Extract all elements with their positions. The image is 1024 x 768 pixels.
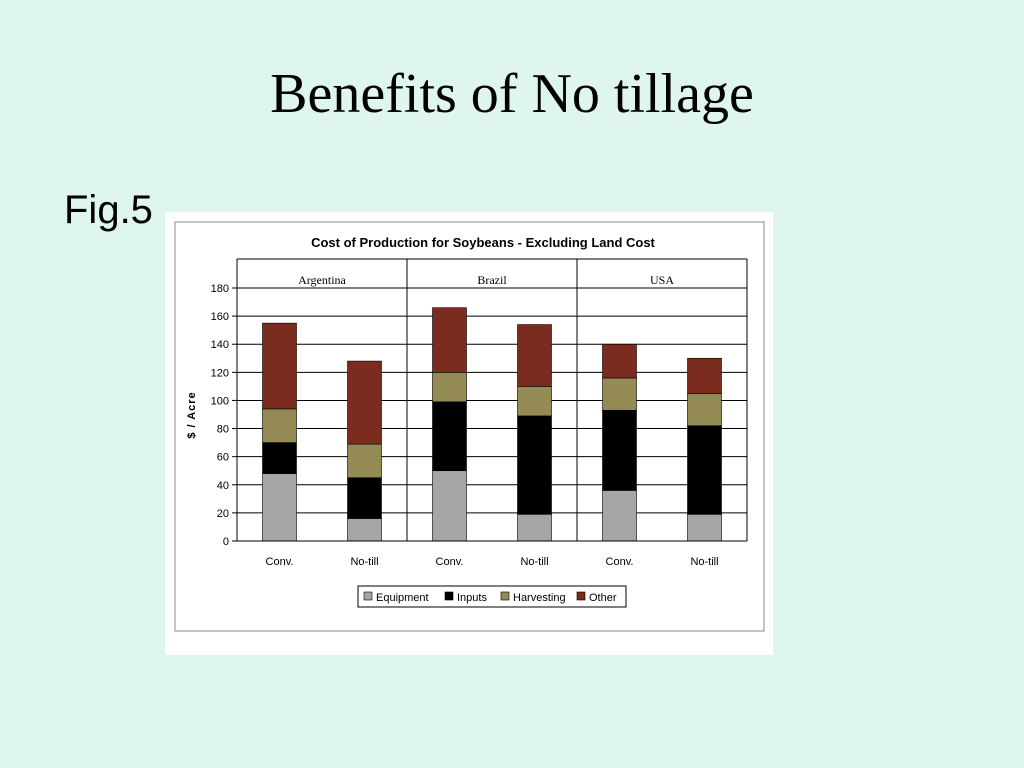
legend-swatch (500, 591, 510, 601)
legend-label: Harvesting (513, 592, 566, 604)
y-tick-label: 140 (211, 339, 229, 351)
group-label: Brazil (477, 273, 507, 287)
chart-svg: Cost of Production for Soybeans - Exclud… (174, 221, 765, 632)
bar-segment-other (602, 343, 637, 379)
bar-segment-other (262, 322, 297, 410)
y-tick-label: 160 (211, 311, 229, 323)
bar-segment-equipment (347, 518, 382, 542)
bar-segment-equipment (432, 470, 467, 542)
bar-segment-other (687, 357, 722, 394)
bar-segment-equipment (262, 473, 297, 542)
x-tick-label: Conv. (436, 556, 464, 568)
x-tick-label: No-till (350, 556, 378, 568)
bar-segment-harvesting (687, 393, 722, 427)
group-label: Argentina (298, 273, 346, 287)
bar-segment-inputs (687, 425, 722, 515)
chart-title: Cost of Production for Soybeans - Exclud… (311, 235, 655, 250)
y-tick-label: 120 (211, 367, 229, 379)
legend-box (357, 585, 627, 608)
chart-figure: Cost of Production for Soybeans - Exclud… (165, 212, 773, 655)
bar-segment-harvesting (432, 372, 467, 403)
legend-label: Inputs (457, 592, 487, 604)
bar-segment-other (432, 307, 467, 373)
legend-label: Other (589, 592, 617, 604)
x-tick-label: No-till (520, 556, 548, 568)
figure-label: Fig.5 (64, 188, 153, 232)
y-tick-label: 80 (217, 424, 229, 436)
legend-swatch (576, 591, 586, 601)
y-tick-label: 60 (217, 452, 229, 464)
y-tick-label: 0 (223, 536, 229, 548)
bar-segment-inputs (602, 409, 637, 491)
bar-segment-other (347, 360, 382, 445)
y-tick-label: 40 (217, 480, 229, 492)
x-tick-label: No-till (690, 556, 718, 568)
legend-label: Equipment (376, 592, 429, 604)
bar-segment-inputs (517, 415, 552, 515)
y-tick-label: 20 (217, 508, 229, 520)
bar-segment-other (517, 324, 552, 387)
bar-segment-equipment (517, 513, 552, 542)
y-tick-label: 100 (211, 395, 229, 407)
bar-segment-inputs (432, 401, 467, 472)
bar-segment-equipment (602, 490, 637, 542)
legend-swatch (444, 591, 454, 601)
bar-segment-harvesting (602, 377, 637, 411)
slide-title: Benefits of No tillage (270, 63, 754, 125)
bar-segment-harvesting (262, 408, 297, 443)
bar-segment-inputs (262, 442, 297, 474)
y-tick-label: 180 (211, 283, 229, 295)
group-label: USA (650, 273, 674, 287)
x-tick-label: Conv. (266, 556, 294, 568)
legend-swatch (363, 591, 373, 601)
bar-segment-harvesting (517, 386, 552, 417)
y-axis-label: $ / Acre (186, 391, 198, 438)
bar-segment-equipment (687, 513, 722, 542)
bar-segment-harvesting (347, 443, 382, 479)
x-tick-label: Conv. (606, 556, 634, 568)
bar-segment-inputs (347, 477, 382, 519)
